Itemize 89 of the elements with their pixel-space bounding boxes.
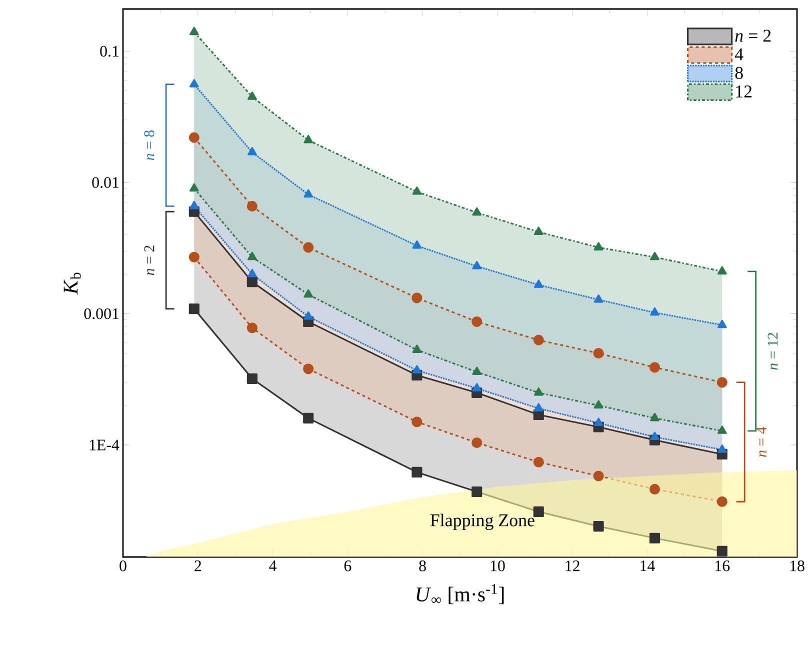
point	[303, 412, 314, 424]
point	[248, 92, 257, 100]
legend-label: 12	[736, 86, 752, 98]
point	[189, 79, 199, 88]
point	[304, 311, 314, 320]
point	[412, 365, 422, 374]
point	[717, 266, 727, 274]
point	[594, 242, 604, 250]
x-tick-label: 12	[566, 560, 580, 572]
legend-label: 8	[735, 66, 743, 79]
point	[246, 322, 258, 334]
point	[649, 484, 660, 494]
annotation: n = 4	[756, 426, 766, 457]
y-tick-label: 0.001	[84, 308, 119, 320]
point	[303, 364, 314, 374]
y-tick-label: 1E-4	[90, 440, 120, 450]
point	[412, 240, 422, 249]
point	[188, 304, 200, 314]
point	[534, 403, 544, 412]
point	[650, 432, 660, 440]
x-tick-label: 8	[419, 560, 426, 572]
point	[534, 226, 544, 235]
point	[304, 289, 314, 298]
point	[246, 200, 258, 212]
x-tick-label: 16	[716, 560, 730, 572]
point	[472, 260, 482, 270]
point	[189, 26, 199, 36]
point	[593, 470, 604, 482]
point	[412, 292, 422, 304]
point	[188, 252, 200, 262]
point	[412, 416, 422, 428]
x-tick-label: 14	[640, 560, 655, 572]
point	[717, 444, 727, 453]
point	[304, 189, 314, 198]
point	[246, 276, 258, 288]
x-tick-label: 6	[344, 560, 352, 572]
x-tick-label: 4	[269, 560, 277, 572]
y-tick-label: 0.01	[92, 177, 119, 188]
point	[650, 307, 660, 316]
y-axis-title: K$_{b}$	[64, 272, 81, 295]
point	[593, 348, 604, 359]
x-tick-label: 18	[790, 560, 804, 572]
point	[534, 280, 544, 288]
legend-label: n = 2	[735, 30, 771, 42]
point	[304, 134, 314, 144]
point	[717, 320, 727, 328]
y-tick-label: 0.1	[100, 46, 119, 57]
point	[189, 200, 199, 210]
point	[246, 373, 258, 384]
point	[472, 383, 482, 392]
point	[472, 486, 482, 498]
point	[189, 183, 199, 192]
annotation: n = 8	[144, 130, 154, 160]
point	[716, 377, 728, 388]
point	[303, 242, 314, 253]
point	[472, 316, 482, 327]
point	[533, 506, 544, 517]
point	[472, 207, 482, 216]
point	[248, 146, 257, 156]
point	[472, 366, 482, 375]
point	[248, 268, 257, 278]
x-tick-label: 0	[120, 560, 126, 572]
point	[594, 294, 604, 303]
point	[650, 412, 660, 422]
point	[649, 532, 660, 544]
annotation: n = 12	[768, 332, 778, 370]
annotation: Flapping Zone	[430, 514, 534, 530]
point	[650, 252, 660, 260]
x-axis-title: U$_{∞}$ [m·s$^{-1}$]	[416, 584, 504, 604]
point	[716, 496, 728, 507]
x-tick-label: 10	[490, 560, 505, 572]
point	[716, 546, 728, 556]
point	[717, 426, 727, 434]
point	[533, 334, 544, 346]
point	[593, 521, 604, 532]
x-tick-label: 2	[194, 560, 201, 572]
point	[412, 344, 422, 353]
point	[649, 362, 660, 373]
point	[594, 418, 604, 426]
annotation: n = 2	[144, 246, 154, 276]
point	[412, 466, 422, 478]
point	[412, 186, 422, 195]
point	[534, 387, 544, 396]
point	[188, 132, 200, 143]
point	[533, 456, 544, 468]
point	[248, 252, 257, 260]
legend-label: 4	[734, 48, 744, 60]
point	[594, 400, 604, 408]
point	[472, 437, 482, 448]
